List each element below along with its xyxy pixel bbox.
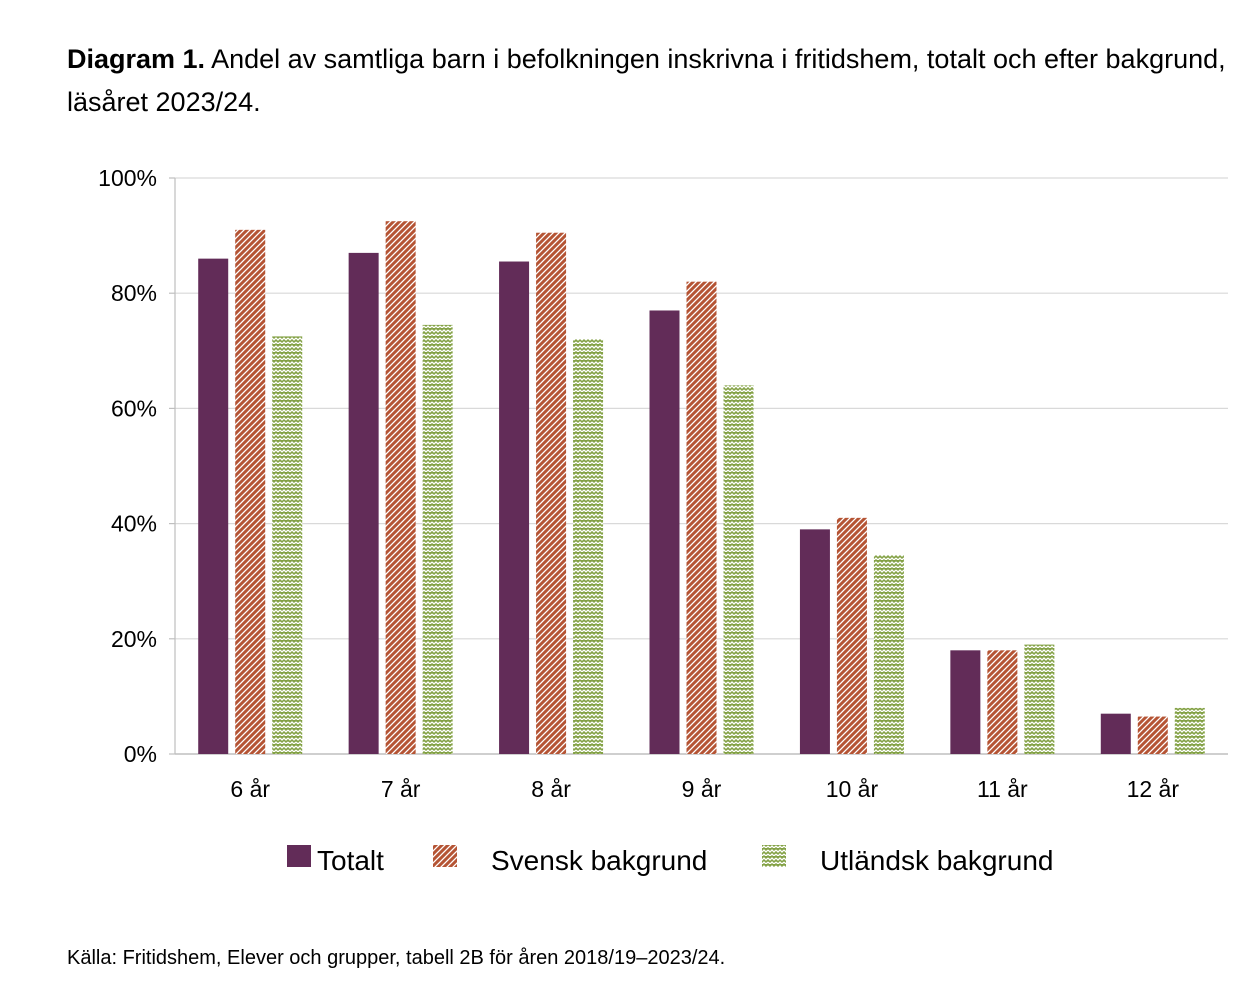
bar-utlandsk [1024,644,1055,754]
bar-utlandsk [272,336,303,754]
y-tick-label: 0% [124,741,157,767]
y-tick-label: 100% [98,165,157,191]
bar-svensk [987,650,1018,754]
bar-totalt [198,258,229,754]
x-tick-label: 6 år [230,776,270,802]
legend-label-utlandsk: Utländsk bakgrund [820,845,1053,876]
bar-chart: 0% 20% 40% 60% 80% 100% 6 år 7 år 8 år 9 år 10 år… [98,165,1228,876]
bar-totalt [499,261,530,754]
x-tick-label: 8 år [531,776,571,802]
y-axis: 0% 20% 40% 60% 80% 100% [98,165,157,767]
legend-swatch-totalt [287,845,311,867]
y-tick-label: 20% [111,626,157,652]
chart-title-prefix: Diagram 1. [67,44,206,74]
legend-swatch-utlandsk [762,845,786,867]
source-note: Källa: Fritidshem, Elever och grupper, t… [67,947,726,969]
x-tick-label: 9 år [682,776,722,802]
bar-svensk [536,232,567,755]
x-tick-label: 10 år [826,776,879,802]
bar-totalt [348,252,379,754]
y-tick-label: 80% [111,280,157,306]
bar-svensk [235,229,266,755]
x-tick-label: 7 år [381,776,421,802]
chart-title-text: Andel av samtliga barn i befolkningen in… [67,44,1226,117]
bar-utlandsk [873,555,904,754]
x-tick-label: 12 år [1127,776,1180,802]
legend-label-svensk: Svensk bakgrund [491,845,707,876]
bar-svensk [836,517,867,754]
y-tick-label: 60% [111,395,157,421]
bar-totalt [799,529,830,754]
x-axis: 6 år 7 år 8 år 9 år 10 år 11 år 12 år [230,776,1179,802]
y-tick-label: 40% [111,511,157,537]
bar-totalt [649,310,680,754]
bar-utlandsk [723,385,754,754]
bar-utlandsk [1174,707,1205,754]
bar-svensk [686,281,717,754]
chart-title: Diagram 1. Andel av samtliga barn i befo… [67,38,1227,124]
bar-utlandsk [573,339,604,754]
bar-svensk [385,221,416,754]
bars [198,221,1205,755]
legend-swatch-svensk [433,845,457,867]
legend: Totalt Svensk bakgrund Utländsk bakgrund [287,845,1053,876]
bar-totalt [950,650,981,754]
x-tick-label: 11 år [977,776,1028,802]
bar-utlandsk [422,324,453,754]
bar-svensk [1137,716,1168,754]
legend-label-totalt: Totalt [317,845,384,876]
bar-totalt [1100,713,1131,754]
